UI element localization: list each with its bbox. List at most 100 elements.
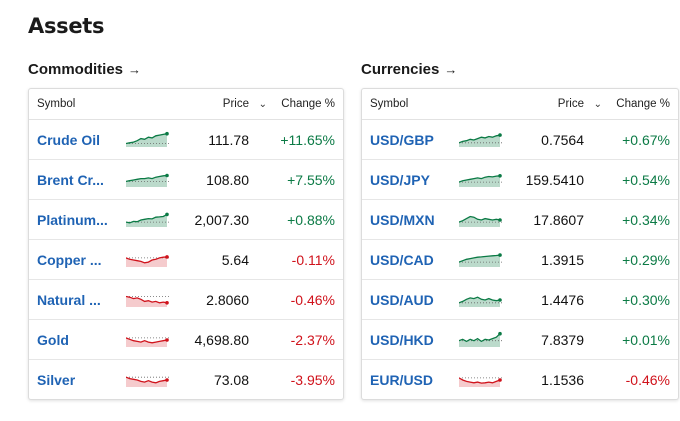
price-value: 2.8060 <box>206 291 249 308</box>
symbol-link[interactable]: USD/MXN <box>370 211 435 228</box>
change-header[interactable]: Change % <box>281 98 335 110</box>
commodities-title: Commodities <box>28 61 124 78</box>
sparkline-chart <box>125 295 170 307</box>
table-row[interactable]: Gold 4,698.80 -2.37% <box>29 320 343 360</box>
table-row[interactable]: USD/GBP 0.7564 +0.67% <box>362 120 678 160</box>
symbol-link[interactable]: Silver <box>37 371 76 388</box>
sparkline <box>458 289 503 314</box>
commodities-panel: Commodities → Symbol Price ⌄ Change % Cr… <box>28 60 344 400</box>
sort-chevron-icon[interactable]: ⌄ <box>593 98 602 110</box>
change-value: -0.46% <box>625 371 670 388</box>
price-value: 5.64 <box>221 251 249 268</box>
currencies-panel: Currencies → Symbol Price ⌄ Change % USD… <box>361 60 679 400</box>
change-value: +0.34% <box>622 211 670 228</box>
sparkline-chart <box>125 173 170 187</box>
change-value: +11.65% <box>280 131 335 148</box>
commodities-table: Symbol Price ⌄ Change % Crude Oil 111.78… <box>28 88 344 400</box>
table-row[interactable]: USD/AUD 1.4476 +0.30% <box>362 280 678 320</box>
change-value: -2.37% <box>290 331 335 348</box>
sparkline <box>125 129 170 154</box>
sparkline-chart <box>458 331 503 347</box>
symbol-link[interactable]: EUR/USD <box>370 371 434 388</box>
arrow-right-icon: → <box>444 62 458 77</box>
sparkline <box>458 249 503 274</box>
sparkline <box>125 209 170 234</box>
symbol-link[interactable]: USD/HKD <box>370 331 434 348</box>
table-row[interactable]: USD/CAD 1.3915 +0.29% <box>362 240 678 280</box>
change-value: -0.46% <box>290 291 335 308</box>
sparkline-chart <box>458 377 503 387</box>
sparkline <box>125 329 170 354</box>
change-value: -0.11% <box>291 251 335 268</box>
sparkline <box>458 169 503 194</box>
sparkline-chart <box>458 296 503 307</box>
price-value: 73.08 <box>213 371 249 388</box>
price-header: Price <box>557 98 584 110</box>
sparkline-chart <box>125 212 170 227</box>
change-value: +0.01% <box>622 331 670 348</box>
table-row[interactable]: EUR/USD 1.1536 -0.46% <box>362 360 678 399</box>
price-value: 111.78 <box>208 131 249 148</box>
symbol-header: Symbol <box>37 98 76 110</box>
symbol-link[interactable]: USD/GBP <box>370 131 434 148</box>
table-header: Symbol Price ⌄ Change % <box>29 89 343 120</box>
table-row[interactable]: Brent Cr... 108.80 +7.55% <box>29 160 343 200</box>
table-row[interactable]: Natural ... 2.8060 -0.46% <box>29 280 343 320</box>
table-header: Symbol Price ⌄ Change % <box>362 89 678 120</box>
price-value: 159.5410 <box>525 171 584 188</box>
sort-chevron-icon[interactable]: ⌄ <box>258 98 267 110</box>
symbol-link[interactable]: Copper ... <box>37 251 102 268</box>
currencies-title: Currencies <box>361 61 440 78</box>
price-value: 1.4476 <box>541 291 584 308</box>
table-row[interactable]: USD/JPY 159.5410 +0.54% <box>362 160 678 200</box>
table-row[interactable]: Silver 73.08 -3.95% <box>29 360 343 399</box>
change-value: +7.55% <box>287 171 335 188</box>
table-row[interactable]: USD/MXN 17.8607 +0.34% <box>362 200 678 240</box>
table-row[interactable]: Platinum... 2,007.30 +0.88% <box>29 200 343 240</box>
price-value: 0.7564 <box>541 131 584 148</box>
page-title: Assets <box>28 14 105 38</box>
currencies-table: Symbol Price ⌄ Change % USD/GBP 0.7564 +… <box>361 88 679 400</box>
price-value: 1.1536 <box>541 371 584 388</box>
symbol-link[interactable]: Gold <box>37 331 69 348</box>
sparkline-chart <box>458 174 503 187</box>
price-value: 7.8379 <box>541 331 584 348</box>
symbol-link[interactable]: Brent Cr... <box>37 171 104 188</box>
currencies-title-link[interactable]: Currencies → <box>361 60 679 80</box>
change-value: +0.67% <box>622 131 670 148</box>
sparkline <box>125 289 170 314</box>
sparkline <box>125 249 170 274</box>
sparkline <box>125 369 170 394</box>
symbol-link[interactable]: USD/CAD <box>370 251 434 268</box>
commodities-title-link[interactable]: Commodities → <box>28 60 344 80</box>
change-value: +0.30% <box>622 291 670 308</box>
sparkline-chart <box>458 215 503 227</box>
price-value: 2,007.30 <box>194 211 250 228</box>
sparkline-chart <box>125 131 170 147</box>
symbol-link[interactable]: USD/AUD <box>370 291 434 308</box>
table-row[interactable]: USD/HKD 7.8379 +0.01% <box>362 320 678 360</box>
symbol-link[interactable]: Natural ... <box>37 291 101 308</box>
symbol-header: Symbol <box>370 98 409 110</box>
change-value: +0.88% <box>287 211 335 228</box>
price-value: 4,698.80 <box>194 331 250 348</box>
change-value: +0.54% <box>622 171 670 188</box>
sparkline <box>458 329 503 354</box>
change-value: +0.29% <box>622 251 670 268</box>
sparkline-chart <box>125 376 170 387</box>
symbol-link[interactable]: Platinum... <box>37 211 108 228</box>
symbol-link[interactable]: USD/JPY <box>370 171 430 188</box>
arrow-right-icon: → <box>128 62 142 77</box>
table-row[interactable]: Copper ... 5.64 -0.11% <box>29 240 343 280</box>
price-header: Price <box>222 98 249 110</box>
sparkline <box>125 169 170 194</box>
price-value: 1.3915 <box>541 251 584 268</box>
change-value: -3.95% <box>290 371 335 388</box>
sparkline <box>458 129 503 154</box>
symbol-link[interactable]: Crude Oil <box>37 131 101 148</box>
sparkline-chart <box>125 255 170 267</box>
sparkline-chart <box>458 253 503 267</box>
change-header[interactable]: Change % <box>616 98 670 110</box>
table-row[interactable]: Crude Oil 111.78 +11.65% <box>29 120 343 160</box>
sparkline-chart <box>458 133 503 147</box>
